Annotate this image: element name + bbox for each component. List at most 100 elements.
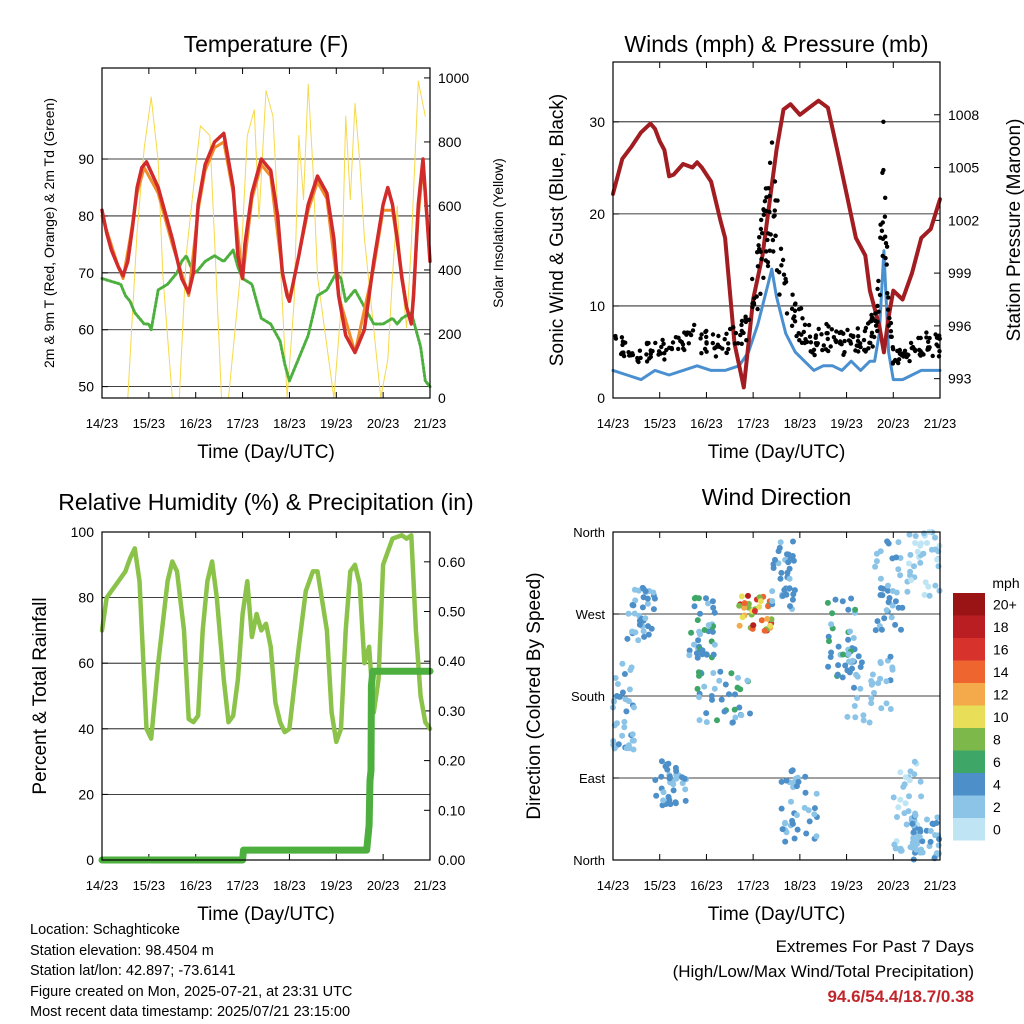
- direction-point: [892, 621, 899, 628]
- gust-point: [896, 357, 902, 362]
- legend-label: 12: [993, 686, 1009, 702]
- direction-point: [845, 651, 852, 658]
- direction-point: [839, 674, 846, 681]
- direction-point: [932, 534, 938, 541]
- gust-point: [761, 212, 766, 217]
- gust-point: [877, 292, 883, 298]
- extremes-title: Extremes For Past 7 Days: [775, 937, 974, 956]
- gust-point: [875, 303, 880, 309]
- gust-point: [724, 331, 729, 336]
- gust-point: [872, 318, 878, 323]
- direction-point: [885, 582, 891, 589]
- y-right-tick-label: 0.60: [438, 554, 465, 570]
- direction-point: [710, 651, 717, 658]
- direction-point: [849, 665, 855, 672]
- direction-point: [670, 787, 677, 794]
- direction-point: [935, 842, 942, 849]
- direction-point: [934, 556, 941, 563]
- direction-point: [903, 821, 910, 828]
- legend-label: 18: [993, 619, 1009, 635]
- series-line-sonic-wind: [611, 249, 942, 382]
- direction-point: [696, 628, 703, 635]
- direction-point: [897, 769, 904, 776]
- direction-point: [738, 712, 745, 719]
- legend-swatch: [953, 728, 985, 751]
- gust-point: [848, 339, 853, 344]
- direction-point: [788, 768, 795, 775]
- direction-point: [642, 615, 649, 622]
- gust-point: [763, 208, 769, 214]
- gust-point: [724, 350, 729, 356]
- gust-point: [935, 344, 941, 349]
- plot-frame: [101, 67, 431, 399]
- direction-point: [826, 638, 832, 645]
- direction-point: [751, 608, 758, 614]
- x-tick-label: 19/23: [320, 416, 353, 431]
- direction-point: [650, 606, 657, 613]
- legend-swatch: [953, 795, 985, 818]
- direction-point: [880, 585, 887, 592]
- direction-point: [874, 618, 881, 625]
- legend-label: 10: [993, 709, 1009, 725]
- gust-point: [681, 346, 686, 351]
- direction-point: [933, 820, 940, 826]
- y-right-tick-label: 0.30: [438, 703, 465, 719]
- direction-point: [630, 746, 637, 753]
- direction-point: [908, 577, 915, 584]
- chart-panel-4: Wind Direction North East South West North 14/…: [524, 484, 1020, 925]
- direction-point: [666, 773, 673, 780]
- direction-point: [664, 766, 671, 773]
- direction-point: [883, 700, 890, 707]
- direction-point: [790, 591, 797, 598]
- direction-point: [621, 724, 628, 731]
- gust-point: [807, 334, 813, 339]
- direction-point: [777, 539, 784, 546]
- gust-point: [739, 341, 744, 346]
- direction-point: [658, 773, 665, 780]
- gust-point: [780, 257, 786, 263]
- direction-point: [630, 737, 637, 744]
- gust-point: [758, 249, 763, 254]
- direction-point: [736, 622, 743, 629]
- gust-point: [750, 304, 755, 310]
- x-axis-label: Time (Day/UTC): [197, 904, 335, 925]
- chart-panel-1: Temperature (F) 50 60 70 80 90 0 200 400 600 800 10…: [41, 31, 506, 463]
- gust-point: [755, 306, 760, 312]
- gust-point: [704, 328, 709, 334]
- direction-point: [893, 554, 900, 561]
- gust-point: [733, 330, 739, 336]
- x-tick-label: 19/23: [830, 416, 863, 431]
- gust-point: [713, 354, 719, 359]
- y-tick-label: 0: [86, 852, 94, 868]
- direction-point: [619, 689, 626, 696]
- gust-point: [934, 335, 940, 340]
- direction-point: [709, 696, 715, 703]
- direction-point: [906, 793, 912, 800]
- direction-point: [802, 773, 809, 780]
- gust-point: [801, 329, 806, 335]
- direction-point: [912, 533, 919, 539]
- gust-point: [637, 348, 643, 353]
- gust-point: [882, 214, 888, 219]
- direction-point: [741, 600, 748, 607]
- direction-point: [854, 695, 861, 701]
- gust-point: [644, 340, 650, 346]
- direction-point: [628, 664, 635, 671]
- direction-point: [916, 833, 923, 840]
- y-tick-label: North: [573, 525, 605, 540]
- direction-point: [665, 794, 672, 801]
- gust-point: [819, 332, 824, 337]
- gust-point: [739, 322, 744, 328]
- gust-point: [746, 317, 752, 322]
- direction-point: [918, 793, 925, 800]
- direction-point: [872, 627, 879, 634]
- x-tick-label: 19/23: [320, 878, 353, 893]
- direction-point: [705, 600, 711, 607]
- direction-point: [688, 629, 695, 636]
- direction-point: [695, 669, 702, 676]
- direction-point: [694, 617, 701, 624]
- direction-point: [887, 653, 894, 660]
- y-right-tick-label: 400: [438, 262, 462, 278]
- y-right-tick-label: 1000: [438, 70, 469, 86]
